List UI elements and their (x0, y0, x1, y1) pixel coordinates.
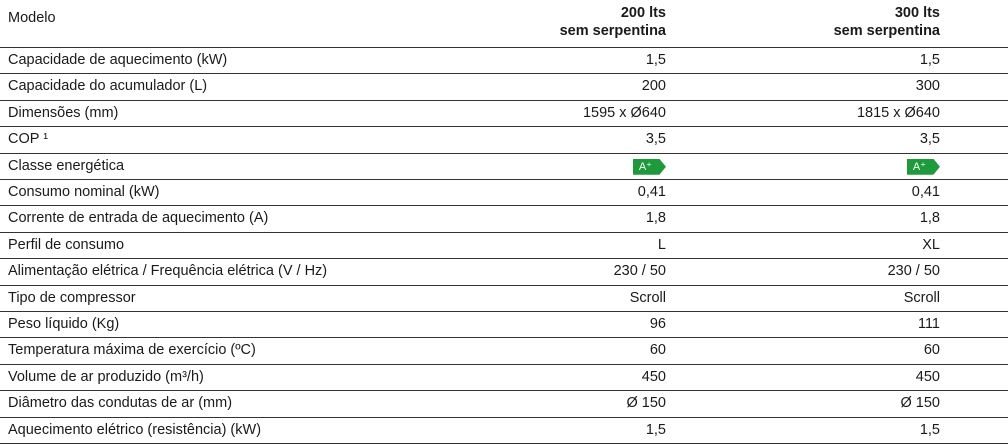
spec-value: 1595 x Ø640 (582, 104, 666, 121)
spec-value: Ø 150 (626, 395, 667, 412)
spec-value: 230 / 50 (613, 263, 666, 280)
spec-row: Aquecimento elétrico (resistência) (kW) 1… (0, 418, 1008, 444)
header-label: Modelo (8, 10, 56, 26)
spec-value: 1,5 (919, 52, 940, 68)
header-line: 200 lts (620, 5, 666, 21)
spec-label: Classe energética (8, 157, 125, 174)
spec-value: Scroll (629, 289, 666, 306)
spec-row: Corrente de entrada de aquecimento (A) 1,… (0, 206, 1008, 233)
spec-value: XL (922, 236, 940, 253)
spec-value: 1,5 (645, 421, 666, 438)
spec-value: 1815 x Ø640 (856, 104, 940, 121)
spec-value: 60 (649, 342, 666, 359)
spec-label: Volume de ar produzido (m³/h) (8, 368, 204, 385)
spec-row: Diâmetro das condutas de ar (mm) Ø 150 Ø 1… (0, 391, 1008, 418)
spec-value: 3,5 (919, 131, 940, 148)
spec-value: 230 / 50 (887, 263, 940, 280)
spec-label: Capacidade de aquecimento (kW) (8, 52, 228, 68)
spec-label: Peso líquido (Kg) (8, 316, 120, 332)
spec-row: Perfil de consumo L XL (0, 233, 1008, 260)
spec-value: 111 (917, 316, 940, 332)
spec-value: 60 (923, 342, 940, 359)
spec-value: 3,5 (645, 131, 666, 148)
spec-value: 0,41 (911, 184, 940, 200)
spec-label: Consumo nominal (kW) (8, 184, 160, 200)
spec-value: 1,8 (645, 210, 666, 227)
spec-value: A⁺ (632, 158, 666, 175)
spec-value: 1,5 (919, 421, 940, 438)
spec-row: Alimentação elétrica / Frequência elétri… (0, 259, 1008, 286)
spec-row: Peso líquido (Kg) 96 111 (0, 312, 1008, 339)
spec-label: Diâmetro das condutas de ar (mm) (8, 395, 233, 412)
energy-class-badge: A⁺ (632, 158, 666, 175)
spec-label: Tipo de compressor (8, 289, 136, 306)
header-line: sem serpentina (833, 23, 940, 39)
spec-row: Capacidade de aquecimento (kW) 1,5 1,5 (0, 48, 1008, 75)
header-line: sem serpentina (559, 23, 666, 39)
spec-row: Dimensões (mm) 1595 x Ø640 1815 x Ø640 (0, 101, 1008, 128)
spec-value: 0,41 (637, 184, 666, 200)
spec-row: Classe energética A⁺ A⁺ (0, 154, 1008, 180)
spec-row: Temperatura máxima de exercício (ºC) 60 60 (0, 338, 1008, 365)
spec-value: Ø 150 (900, 395, 941, 412)
spec-row: Consumo nominal (kW) 0,41 0,41 (0, 180, 1008, 207)
spec-label: Temperatura máxima de exercício (ºC) (8, 342, 256, 359)
spec-value: 96 (649, 316, 666, 332)
spec-value: 300 (915, 78, 940, 95)
spec-label: COP ¹ (8, 131, 49, 148)
spec-row: Volume de ar produzido (m³/h) 450 450 (0, 365, 1008, 392)
header-model: 300 lts sem serpentina (834, 4, 940, 40)
spec-value: 1,5 (645, 52, 666, 68)
spec-row: Tipo de compressor Scroll Scroll (0, 286, 1008, 312)
spec-label: Alimentação elétrica / Frequência elétri… (8, 263, 328, 280)
spec-label: Aquecimento elétrico (resistência) (kW) (8, 421, 262, 438)
header-model: 200 lts sem serpentina (560, 4, 666, 40)
spec-label: Dimensões (mm) (8, 104, 119, 121)
header-line: 300 lts (894, 5, 940, 21)
spec-label: Corrente de entrada de aquecimento (A) (8, 210, 269, 227)
spec-label: Perfil de consumo (8, 236, 125, 253)
energy-class-badge: A⁺ (906, 158, 940, 175)
spec-row: Capacidade do acumulador (L) 200 300 (0, 74, 1008, 101)
spec-value: L (657, 236, 666, 253)
spec-value: A⁺ (906, 158, 940, 175)
spec-label: Capacidade do acumulador (L) (8, 78, 208, 95)
spec-value: 450 (915, 368, 940, 385)
header-row: Modelo 200 lts sem serpentina 300 lts sem se… (0, 0, 1008, 48)
spec-value: Scroll (903, 289, 940, 306)
spec-value: 1,8 (919, 210, 940, 227)
spec-row: COP ¹ 3,5 3,5 (0, 127, 1008, 154)
spec-value: 450 (641, 368, 666, 385)
spec-value: 200 (641, 78, 666, 95)
